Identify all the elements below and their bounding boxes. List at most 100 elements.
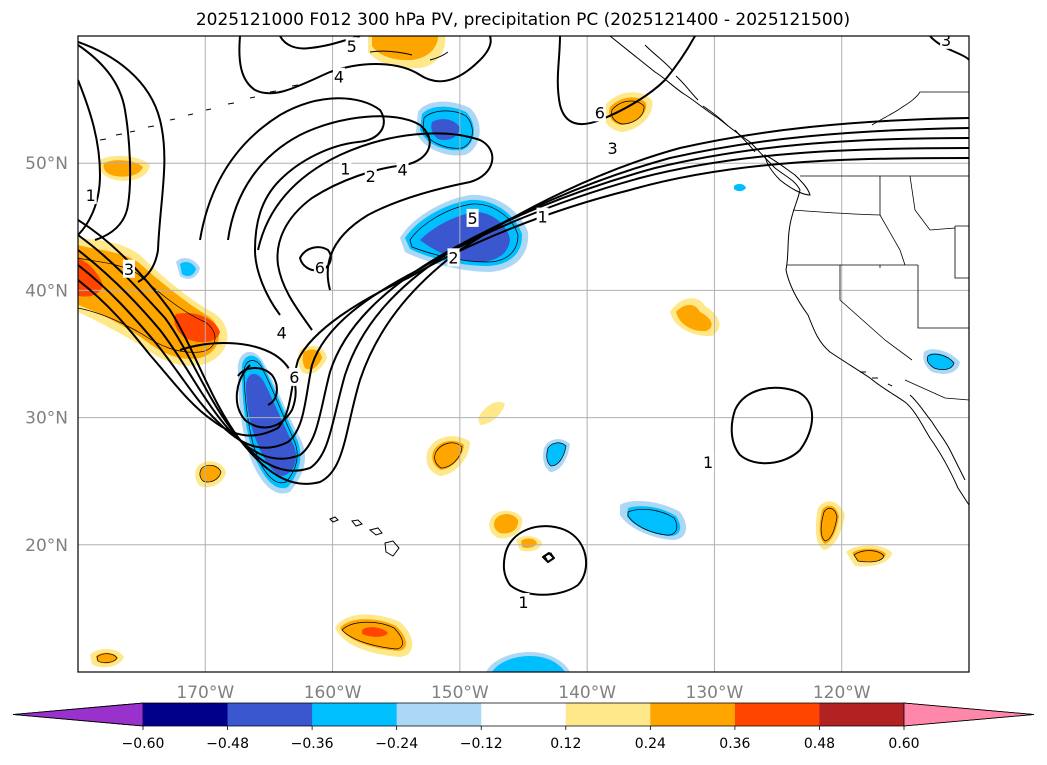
lat-tick-label: 50°N bbox=[25, 154, 68, 174]
precip-positive-6-core bbox=[432, 440, 464, 470]
pv-contours bbox=[78, 36, 969, 596]
pv-contour-1-jet-south bbox=[78, 117, 969, 485]
colorbar-over-extension bbox=[903, 702, 1035, 727]
colorbar-bin bbox=[143, 703, 229, 726]
colorbar-tick-label: −0.48 bbox=[206, 736, 249, 752]
contour-label-halo bbox=[332, 67, 345, 86]
political-borders bbox=[787, 91, 969, 401]
lon-tick-label: 170°W bbox=[176, 683, 234, 703]
graticule bbox=[78, 36, 969, 672]
colorbar-tick-label: −0.36 bbox=[291, 736, 334, 752]
contour-label-halo bbox=[396, 160, 409, 179]
lat-tick-label: 40°N bbox=[25, 281, 68, 301]
border-utah bbox=[954, 225, 969, 279]
border-alaska-canada bbox=[871, 91, 969, 126]
contour-label: 1 bbox=[340, 159, 350, 178]
contour-label: 2 bbox=[366, 167, 376, 186]
outline-positive-6 bbox=[434, 442, 463, 469]
colorbar-bin bbox=[396, 703, 482, 726]
pv-contour-4-north bbox=[238, 36, 492, 95]
contour-label: 3 bbox=[608, 139, 618, 158]
contour-label: 6 bbox=[315, 259, 325, 278]
axis-labels: 170°W 160°W 150°W 140°W 130°W 120°W 20°N 30°N 40… bbox=[25, 154, 871, 703]
precip-negative-small-2-core bbox=[546, 442, 566, 466]
pv-contour-1-circle-east bbox=[730, 386, 814, 465]
coastline-north-america bbox=[609, 36, 969, 506]
precip-positive-12-max bbox=[362, 627, 388, 637]
outline-subtropical bbox=[627, 508, 678, 536]
lon-tick-label: 150°W bbox=[431, 683, 489, 703]
contour-label-halo bbox=[345, 37, 358, 56]
pv-contour-small-south bbox=[542, 552, 555, 563]
precip-positive-10-core bbox=[819, 505, 839, 544]
precip-positive-3-core bbox=[676, 304, 712, 332]
outline-positive-2 bbox=[611, 100, 645, 125]
contour-label-halo bbox=[702, 453, 715, 472]
border-montana-idaho bbox=[909, 175, 956, 231]
outline-positive-5 bbox=[199, 464, 222, 483]
lat-tick-label: 30°N bbox=[25, 409, 68, 429]
precip-negative-subtropical-mid bbox=[627, 506, 681, 537]
coastline-alaska-panhandle bbox=[644, 44, 756, 153]
pv-contour-2-trough bbox=[227, 115, 431, 331]
outline-small-2 bbox=[546, 442, 567, 467]
colorbar: −0.60 −0.48 −0.36 −0.24 −0.12 0.12 0.24 0.36 0.4… bbox=[12, 702, 1035, 752]
outline-positive-10 bbox=[820, 507, 838, 542]
contour-label-halo bbox=[275, 323, 288, 342]
contour-label-halo bbox=[364, 166, 377, 185]
pv-contour-4-jet bbox=[78, 147, 969, 449]
pv-contour-4-trough bbox=[257, 132, 494, 291]
contour-label: 1 bbox=[518, 593, 528, 612]
contour-label-halo bbox=[339, 159, 352, 178]
outline-ca bbox=[926, 353, 955, 370]
colorbar-tick-label: 0.60 bbox=[888, 736, 919, 752]
pv-contour-ridge-2 bbox=[78, 44, 132, 241]
contour-label-halo bbox=[940, 36, 953, 49]
colorbar-tick-label: −0.24 bbox=[375, 736, 418, 752]
colorbar-tick-label: 0.24 bbox=[635, 736, 666, 752]
pv-contour-3-jet bbox=[78, 137, 969, 460]
lon-tick-label: 160°W bbox=[304, 683, 362, 703]
pv-contour-1-circle-south bbox=[502, 525, 587, 596]
pv-contour-1-trough bbox=[199, 97, 385, 316]
border-nevada bbox=[879, 265, 969, 329]
coastline-channel-islands bbox=[860, 371, 893, 387]
outline-cutoff bbox=[243, 360, 298, 484]
precip-positive-1-core bbox=[103, 160, 143, 177]
lon-tick-label: 120°W bbox=[813, 683, 871, 703]
precip-negative-jet-core bbox=[420, 212, 510, 262]
contour-label-halo bbox=[466, 208, 479, 227]
precip-shading bbox=[78, 36, 960, 672]
colorbar-under-extension bbox=[12, 702, 144, 727]
outline-positive-12 bbox=[341, 621, 403, 650]
contour-label-halo bbox=[84, 186, 97, 204]
colorbar-bin bbox=[734, 703, 820, 726]
contour-label-halo bbox=[447, 248, 460, 267]
contour-label-halo bbox=[593, 103, 606, 122]
contour-label-halo bbox=[122, 259, 135, 278]
colorbar-bin bbox=[565, 703, 651, 726]
precip-positive-8-core bbox=[494, 514, 519, 534]
colorbar-tick-label: −0.60 bbox=[122, 736, 165, 752]
coastline-aleutian-islands bbox=[99, 84, 299, 141]
contour-label-halo bbox=[288, 367, 301, 386]
colorbar-tick-label: 0.36 bbox=[719, 736, 750, 752]
border-idaho bbox=[879, 176, 906, 266]
lon-tick-label: 130°W bbox=[686, 683, 744, 703]
map-title: 2025121000 F012 300 hPa PV, precipitatio… bbox=[196, 10, 850, 30]
border-mexico bbox=[904, 379, 969, 401]
border-california-nevada bbox=[839, 265, 913, 361]
contour-label: 4 bbox=[397, 161, 407, 180]
precip-positive-dateline-core2 bbox=[174, 312, 220, 343]
pv-contour-2-jet bbox=[78, 127, 969, 472]
outline-positive-11 bbox=[853, 550, 885, 563]
contour-label: 3 bbox=[124, 260, 134, 279]
coastline-aleutian-tip bbox=[369, 50, 449, 61]
colorbar-tick-label: 0.12 bbox=[550, 736, 581, 752]
contour-label: 1 bbox=[537, 208, 547, 227]
pv-contour-ridge-1 bbox=[78, 79, 101, 236]
precip-positive-9-core bbox=[521, 538, 537, 548]
colorbar-bin bbox=[819, 703, 905, 726]
outline-dateline bbox=[78, 257, 216, 353]
